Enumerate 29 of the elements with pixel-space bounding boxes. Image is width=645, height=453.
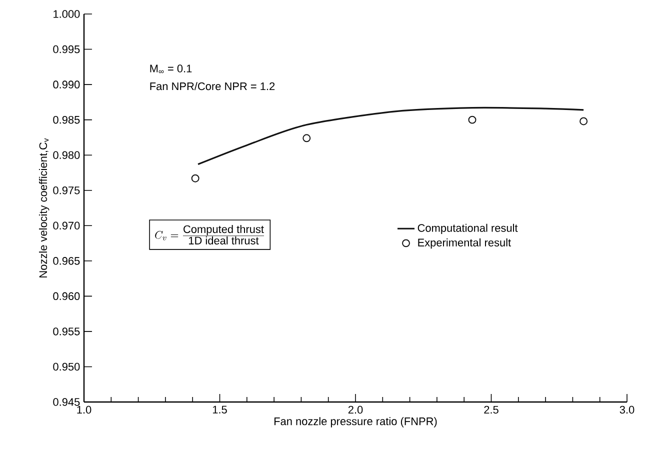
y-tick-label: 0.980 [53,151,80,159]
x-tick-label: 2.0 [348,406,363,414]
y-tick-label: 1.000 [54,10,80,18]
point [191,174,200,182]
x-tick-label: 1.5 [212,406,227,414]
legend-label: Experimental result [418,238,511,249]
legend-label: Computational result [418,224,518,234]
x-tick-label: 1.0 [77,406,92,414]
x-tick-label: 2.5 [484,406,498,414]
point [580,117,588,126]
y-tick-label: 0.990 [53,80,80,88]
line-series [197,106,584,166]
x-tick-label: 3.0 [620,406,634,414]
y-axis-title: Nozzle velocity coefficient,C$_{v}$ [38,138,50,278]
y-tick-label: 0.950 [53,362,80,371]
y-tick-label: 0.985 [53,116,80,124]
y-tick-label: 0.965 [53,257,80,265]
point [468,116,476,124]
y-tick-label: 0.970 [53,222,80,230]
y-tick-label: 0.960 [53,292,80,300]
x-axis-title: Fan nozzle pressure ratio (FNPR) [274,417,437,428]
annotation: M$_{∞}$ = 0.1 [150,64,192,74]
annotation: $C_v = \frac{\mbox{Computed thrust}}{\mbox{1D ideal thrust}}$ [155,225,264,244]
y-tick-label: 0.995 [53,45,80,54]
y-tick-label: 0.955 [53,328,80,336]
point [302,134,311,142]
annotation: Fan NPR/Core NPR = 1.2 [150,82,275,90]
y-tick-label: 0.975 [53,186,80,194]
y-tick-label: 0.945 [53,398,80,406]
